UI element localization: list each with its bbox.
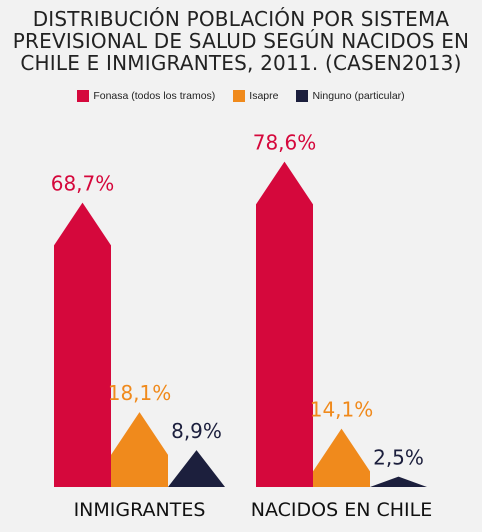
chart-title: DISTRIBUCIÓN POBLACIÓN POR SISTEMA PREVI… bbox=[0, 8, 482, 74]
category-label-inmigrantes: INMIGRANTES bbox=[74, 499, 206, 521]
bar-ninguno-inmigrantes bbox=[168, 450, 225, 487]
legend-item-fonasa: Fonasa (todos los tramos) bbox=[77, 90, 215, 102]
value-label-ninguno-inmigrantes: 8,9% bbox=[171, 419, 222, 443]
value-label-isapre-nacidos-en-chile: 14,1% bbox=[310, 398, 374, 422]
bar-isapre-nacidos-en-chile bbox=[313, 428, 370, 487]
legend-label-ninguno: Ninguno (particular) bbox=[312, 90, 405, 102]
legend-item-ninguno: Ninguno (particular) bbox=[296, 90, 405, 102]
bar-fonasa-inmigrantes bbox=[54, 202, 111, 487]
chart-title-line-2: PREVISIONAL DE SALUD SEGÚN NACIDOS EN bbox=[12, 29, 470, 53]
value-label-ninguno-nacidos-en-chile: 2,5% bbox=[373, 446, 424, 470]
legend-label-isapre: Isapre bbox=[249, 90, 279, 102]
legend-swatch-fonasa bbox=[77, 90, 90, 102]
bar-isapre-inmigrantes bbox=[111, 412, 168, 487]
bar-fonasa-nacidos-en-chile bbox=[256, 161, 313, 487]
chart-title-line-3: CHILE E INMIGRANTES, 2011. (CASEN2013) bbox=[20, 51, 462, 75]
chart-title-line-1: DISTRIBUCIÓN POBLACIÓN POR SISTEMA bbox=[32, 7, 450, 31]
value-label-fonasa-nacidos-en-chile: 78,6% bbox=[253, 131, 317, 155]
legend-item-isapre: Isapre bbox=[233, 90, 278, 102]
legend-swatch-isapre bbox=[233, 90, 246, 102]
value-label-isapre-inmigrantes: 18,1% bbox=[108, 381, 172, 405]
chart-legend: Fonasa (todos los tramos) Isapre Ninguno… bbox=[0, 90, 482, 102]
legend-label-fonasa: Fonasa (todos los tramos) bbox=[93, 90, 216, 102]
bar-ninguno-nacidos-en-chile bbox=[370, 476, 427, 487]
category-label-nacidos-en-chile: NACIDOS EN CHILE bbox=[251, 499, 432, 521]
legend-swatch-ninguno bbox=[296, 90, 309, 102]
value-label-fonasa-inmigrantes: 68,7% bbox=[51, 172, 115, 196]
